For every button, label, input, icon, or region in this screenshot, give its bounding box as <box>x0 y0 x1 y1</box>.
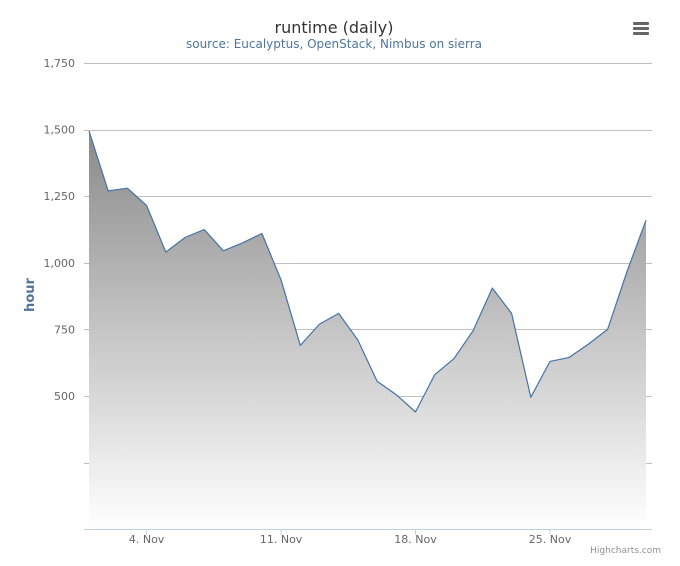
hamburger-menu-icon[interactable] <box>629 18 653 40</box>
data-point[interactable] <box>106 189 110 193</box>
x-tick-label: 25. Nov <box>529 533 572 546</box>
data-point[interactable] <box>471 329 475 333</box>
data-point[interactable] <box>279 278 283 282</box>
data-point[interactable] <box>414 410 418 414</box>
chart-subtitle: source: Eucalyptus, OpenStack, Nimbus on… <box>186 37 482 51</box>
credits-link[interactable]: Highcharts.com <box>590 546 661 556</box>
data-point[interactable] <box>221 249 225 253</box>
y-tick-label: 1,250 <box>44 190 76 203</box>
data-point[interactable] <box>625 270 629 274</box>
data-point[interactable] <box>394 393 398 397</box>
y-tick-label: 500 <box>54 390 75 403</box>
y-axis-title: hour <box>23 277 38 311</box>
data-point[interactable] <box>125 186 129 190</box>
data-point[interactable] <box>337 311 341 315</box>
data-point[interactable] <box>529 395 533 399</box>
y-axis-labels: 500 750 1,000 1,250 1,500 1,750 <box>44 57 76 403</box>
data-point[interactable] <box>202 228 206 232</box>
data-point[interactable] <box>241 241 245 245</box>
data-point[interactable] <box>318 322 322 326</box>
x-axis-labels: 4. Nov 11. Nov 18. Nov 25. Nov <box>129 529 572 546</box>
data-point[interactable] <box>164 250 168 254</box>
y-tick-label: 1,000 <box>44 257 76 270</box>
data-point[interactable] <box>375 379 379 383</box>
data-point[interactable] <box>260 232 264 236</box>
data-point[interactable] <box>586 342 590 346</box>
area-layer <box>87 129 648 529</box>
data-point[interactable] <box>183 236 187 240</box>
data-point[interactable] <box>567 355 571 359</box>
data-point[interactable] <box>548 359 552 363</box>
data-point[interactable] <box>644 218 648 222</box>
area-fill <box>89 130 646 529</box>
series-line[interactable] <box>88 130 647 413</box>
y-tick-label: 750 <box>54 323 75 336</box>
y-tick-label: 1,750 <box>44 57 76 70</box>
data-point[interactable] <box>298 343 302 347</box>
data-point[interactable] <box>433 373 437 377</box>
data-point[interactable] <box>356 338 360 342</box>
data-point[interactable] <box>606 327 610 331</box>
x-tick-label: 11. Nov <box>260 533 303 546</box>
data-point[interactable] <box>452 357 456 361</box>
chart-title: runtime (daily) <box>275 18 394 37</box>
data-point[interactable] <box>145 204 149 208</box>
x-tick-label: 4. Nov <box>129 533 165 546</box>
data-point[interactable] <box>510 311 514 315</box>
y-tick-label: 1,500 <box>44 124 76 137</box>
data-point[interactable] <box>490 286 494 290</box>
x-tick-label: 18. Nov <box>394 533 437 546</box>
data-point[interactable] <box>87 129 91 133</box>
